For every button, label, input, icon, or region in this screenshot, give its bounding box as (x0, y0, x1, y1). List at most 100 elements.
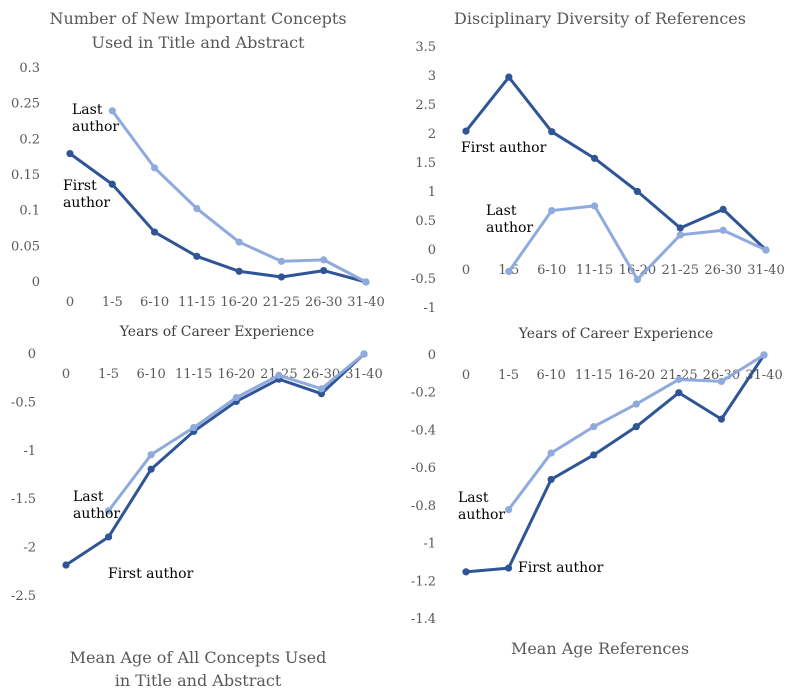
last-author-point (632, 400, 640, 408)
x-tick-label: 31-40 (347, 295, 384, 310)
last-author-point (277, 257, 286, 265)
first-author-point (62, 561, 70, 569)
x-tick-label: 6-10 (537, 263, 566, 278)
last-author-point (235, 238, 243, 246)
x-tick-label: 11-15 (575, 368, 612, 383)
first-author-point (632, 423, 640, 431)
y-tick-label: -0.8 (411, 499, 436, 514)
y-tick-label: -0.5 (411, 272, 436, 287)
last-author-point (590, 202, 599, 210)
x-tick-label: 26-30 (704, 263, 741, 278)
first-author-point (590, 451, 598, 459)
x-tick-label: 26-30 (703, 368, 740, 383)
first-author-series-line (64, 352, 366, 567)
series-label: Last author (73, 489, 120, 522)
x-tick-label: 6-10 (137, 367, 166, 382)
x-tick-label: 6-10 (140, 295, 169, 310)
y-tick-label: -2 (23, 541, 36, 556)
last-author-point (317, 385, 326, 393)
first-author-point (548, 128, 556, 136)
last-author-point (193, 204, 201, 213)
x-tick-label: 16-20 (218, 367, 255, 382)
x-tick-label: 21-25 (662, 263, 699, 278)
first-author-point (277, 273, 286, 281)
last-author-point (150, 164, 159, 172)
y-tick-label: -0.4 (411, 423, 436, 438)
last-author-point (505, 267, 513, 276)
first-author-point (104, 533, 113, 541)
last-author-point (760, 351, 768, 359)
first-author-point (719, 205, 727, 213)
x-tick-label: 16-20 (619, 263, 656, 278)
first-author-point (150, 228, 159, 236)
y-tick-label: -1.4 (411, 612, 436, 627)
x-tick-label: 11-15 (576, 263, 613, 278)
last-author-point (504, 506, 513, 514)
x-tick-label: 26-30 (305, 295, 342, 310)
y-tick-label: 0.1 (19, 204, 40, 219)
x-tick-label: 11-15 (178, 295, 215, 310)
y-tick-label: 2 (428, 127, 436, 142)
chart-title: Mean Age References (511, 639, 689, 658)
first-author-point (235, 267, 243, 275)
x-axis-title: Years of Career Experience (119, 324, 314, 340)
series-label: First author (461, 140, 547, 156)
first-author-point (547, 475, 555, 484)
x-tick-label: 21-25 (263, 295, 300, 310)
last-author-point (762, 246, 770, 254)
series-label: First author (108, 566, 194, 582)
first-author-point (505, 73, 513, 81)
x-tick-label: 31-40 (345, 367, 382, 382)
y-tick-label: 0 (428, 243, 436, 258)
y-tick-label: -0.2 (411, 386, 436, 401)
y-tick-label: 0.2 (19, 132, 40, 147)
series-label: Last author (72, 102, 119, 135)
last-author-point (104, 507, 113, 515)
last-author-point (547, 449, 555, 457)
x-tick-label: 1-5 (98, 367, 119, 382)
last-author-point (719, 226, 727, 234)
first-author-point (633, 187, 642, 196)
x-tick-label: 0 (462, 263, 470, 278)
series-label: First author (518, 560, 604, 576)
y-tick-label: -1 (423, 537, 436, 552)
last-author-point (190, 423, 198, 432)
last-author-point (360, 350, 368, 358)
first-author-point (504, 564, 513, 572)
x-tick-label: 6-10 (537, 368, 566, 383)
first-author-point (66, 150, 74, 158)
last-author-point (232, 393, 240, 402)
first-author-point (675, 389, 683, 397)
y-tick-label: 1.5 (415, 156, 436, 171)
y-tick-label: -1.5 (11, 492, 36, 507)
series-label: Last author (486, 203, 533, 236)
first-author-point (108, 180, 116, 188)
first-author-series-line (464, 353, 766, 574)
y-tick-label: 2.5 (415, 98, 436, 113)
last-author-point (717, 377, 726, 385)
x-tick-label: 1-5 (498, 368, 519, 383)
y-tick-label: -0.6 (411, 461, 436, 476)
y-tick-label: 0 (32, 275, 40, 290)
chart-title: Used in Title and Abstract (91, 33, 305, 52)
last-author-point (548, 206, 556, 215)
x-tick-label: 0 (62, 367, 70, 382)
first-author-point (676, 224, 684, 232)
new-concepts-chart: Number of New Important Concepts Used in … (11, 9, 385, 340)
last-author-point (275, 371, 283, 379)
last-author-point (147, 451, 155, 459)
x-tick-label: 26-30 (303, 367, 340, 382)
x-tick-label: 0 (66, 295, 74, 310)
y-tick-label: 0.15 (11, 168, 40, 183)
last-author-point (320, 256, 328, 264)
chart-title: in Title and Abstract (115, 671, 282, 690)
mean-age-concepts-chart: Mean Age of All Concepts Used in Title an… (11, 347, 383, 690)
x-tick-label: 11-15 (175, 367, 212, 382)
first-author-point (320, 266, 328, 275)
last-author-point (675, 375, 683, 384)
first-author-point (590, 154, 599, 162)
x-tick-label: 0 (462, 368, 470, 383)
disciplinary-diversity-chart: Disciplinary Diversity of References 3.5 3… (411, 9, 785, 342)
first-author-series-line (464, 75, 768, 252)
